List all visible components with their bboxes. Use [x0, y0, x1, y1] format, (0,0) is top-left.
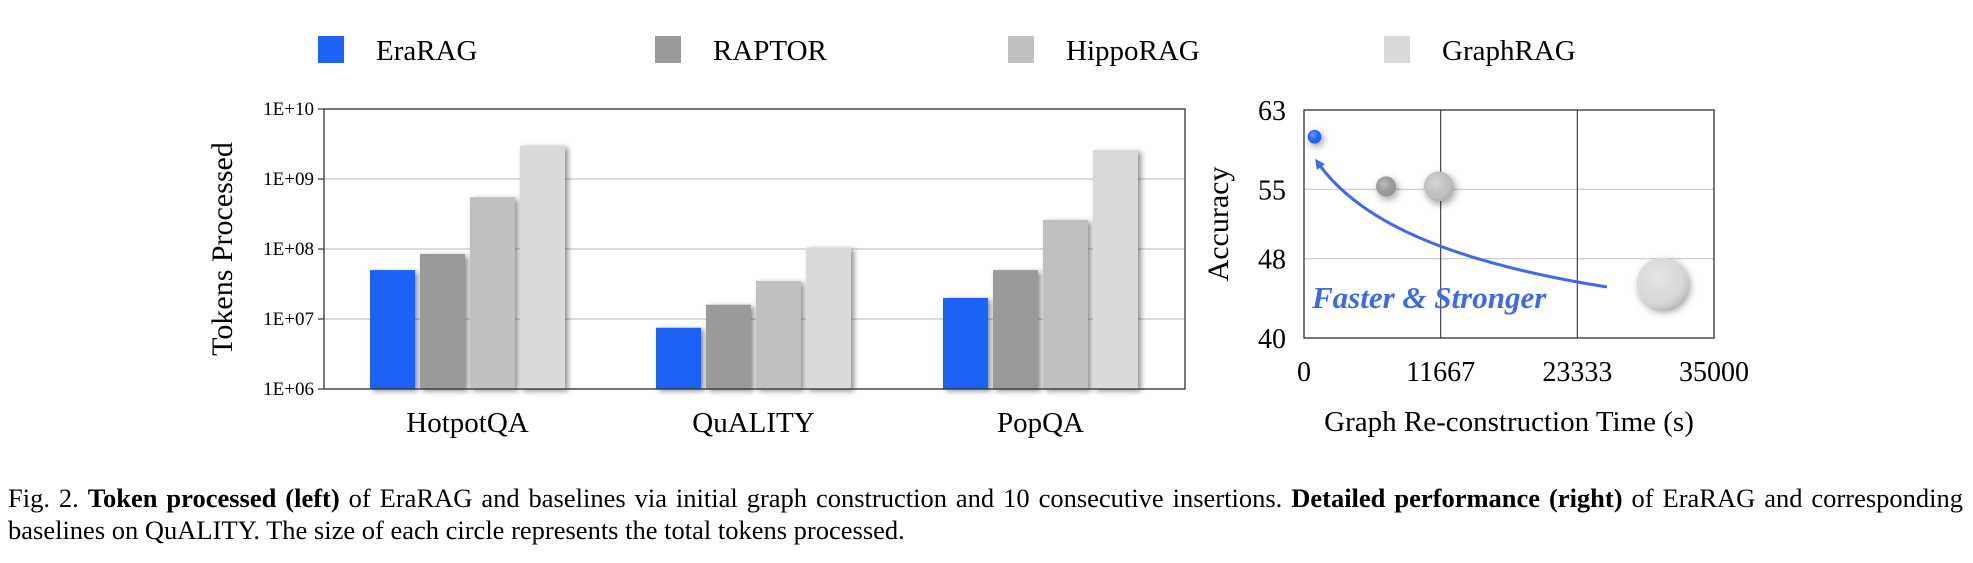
bar-raptor-quality [706, 304, 751, 389]
bubble-graphrag-shine [1636, 257, 1689, 310]
scatter-chart-x-tick-label: 0 [1297, 357, 1311, 388]
scatter-chart-x-axis-label: Graph Re-construction Time (s) [1324, 406, 1694, 438]
legend-label-graphrag: GraphRAG [1442, 35, 1576, 67]
scatter-chart-y-axis-label: Accuracy [1202, 167, 1235, 282]
bar-hipporag-hotpotqa [470, 197, 515, 389]
bar-raptor-hotpotqa [420, 253, 465, 389]
bar-raptor-popqa [993, 270, 1038, 389]
legend-swatch-hipporag [1008, 36, 1034, 63]
caption-text-1: of EraRAG and baselines via initial grap… [339, 483, 1292, 513]
bubble-graphrag [1636, 257, 1689, 310]
scatter-chart-points [1307, 129, 1689, 310]
bubble-hipporag-shine [1423, 171, 1454, 202]
bar-chart-y-tick-label: 1E+09 [263, 169, 314, 190]
bar-chart-x-tick-label: PopQA [997, 407, 1084, 439]
bar-chart-y-tick-label: 1E+07 [263, 309, 314, 330]
scatter-chart-x-tick-label: 35000 [1679, 357, 1749, 388]
legend-label-eraRAG: EraRAG [376, 35, 478, 67]
bar-chart-x-tick-label: HotpotQA [406, 407, 529, 439]
scatter-chart: Faster & Stronger 40 48 55 63 0 11667 23333 35… [1202, 96, 1749, 438]
scatter-chart-y-tick-label: 40 [1258, 324, 1286, 355]
caption-text-2: of EraRAG and corresponding baselines on… [8, 483, 1964, 545]
legend-label-raptor: RAPTOR [713, 35, 828, 67]
bubble-hipporag [1423, 171, 1454, 202]
bar-hipporag-quality [756, 280, 801, 389]
scatter-chart-x-ticks: 0 11667 23333 35000 [1297, 357, 1749, 388]
bar-graphrag-hotpotqa [520, 145, 565, 389]
caption-bold-right: Detailed performance (right) [1291, 483, 1623, 513]
figure: EraRAG RAPTOR HippoRAG GraphRAG 1E+061E+… [206, 35, 1749, 439]
bubble-erarag [1307, 129, 1322, 144]
bar-chart-bars [370, 145, 1138, 389]
scatter-chart-gridlines [1304, 110, 1714, 338]
bar-chart: 1E+06 1E+07 1E+08 1E+09 1E+10 HotpotQA QuALIT… [206, 99, 1186, 439]
bar-erarag-quality [656, 327, 701, 389]
scatter-chart-y-tick-label: 55 [1258, 175, 1286, 206]
scatter-chart-x-tick-label: 11667 [1406, 357, 1475, 388]
legend: EraRAG RAPTOR HippoRAG GraphRAG [318, 35, 1576, 67]
bar-chart-y-ticks: 1E+06 1E+07 1E+08 1E+09 1E+10 [263, 99, 324, 400]
legend-swatch-raptor [655, 36, 681, 63]
bar-chart-x-ticks: HotpotQA QuALITY PopQA [406, 407, 1084, 439]
legend-swatch-eraRAG [318, 36, 344, 63]
bar-erarag-popqa [943, 297, 988, 389]
bar-erarag-hotpotqa [370, 270, 415, 389]
bubble-raptor-shine [1376, 176, 1396, 197]
bar-chart-y-tick-label: 1E+06 [263, 379, 314, 400]
scatter-chart-y-tick-label: 48 [1258, 245, 1286, 276]
legend-label-hipporag: HippoRAG [1066, 35, 1200, 67]
caption-prefix: Fig. 2. [8, 483, 79, 513]
bar-graphrag-popqa [1093, 149, 1138, 389]
figure-caption: Fig. 2. Token processed (left) of EraRAG… [8, 482, 1963, 546]
annotation-faster-stronger: Faster & Stronger [1311, 280, 1547, 315]
bar-graphrag-quality [806, 247, 851, 389]
scatter-chart-y-tick-label: 63 [1258, 96, 1286, 127]
trend-arrow [1315, 158, 1608, 289]
bar-chart-y-tick-label: 1E+10 [263, 99, 314, 120]
bar-chart-y-axis-label: Tokens Processed [206, 142, 239, 356]
legend-swatch-graphrag [1384, 36, 1410, 63]
bar-chart-y-tick-label: 1E+08 [263, 239, 314, 260]
bubble-erarag-shine [1307, 129, 1322, 144]
bar-chart-x-tick-label: QuALITY [692, 407, 814, 439]
bubble-raptor [1376, 176, 1396, 197]
scatter-chart-x-tick-label: 23333 [1542, 357, 1612, 388]
scatter-chart-frame [1303, 109, 1715, 339]
scatter-chart-y-ticks: 40 48 55 63 [1258, 96, 1286, 355]
bar-hipporag-popqa [1043, 219, 1088, 389]
caption-bold-left: Token processed (left) [87, 483, 340, 513]
